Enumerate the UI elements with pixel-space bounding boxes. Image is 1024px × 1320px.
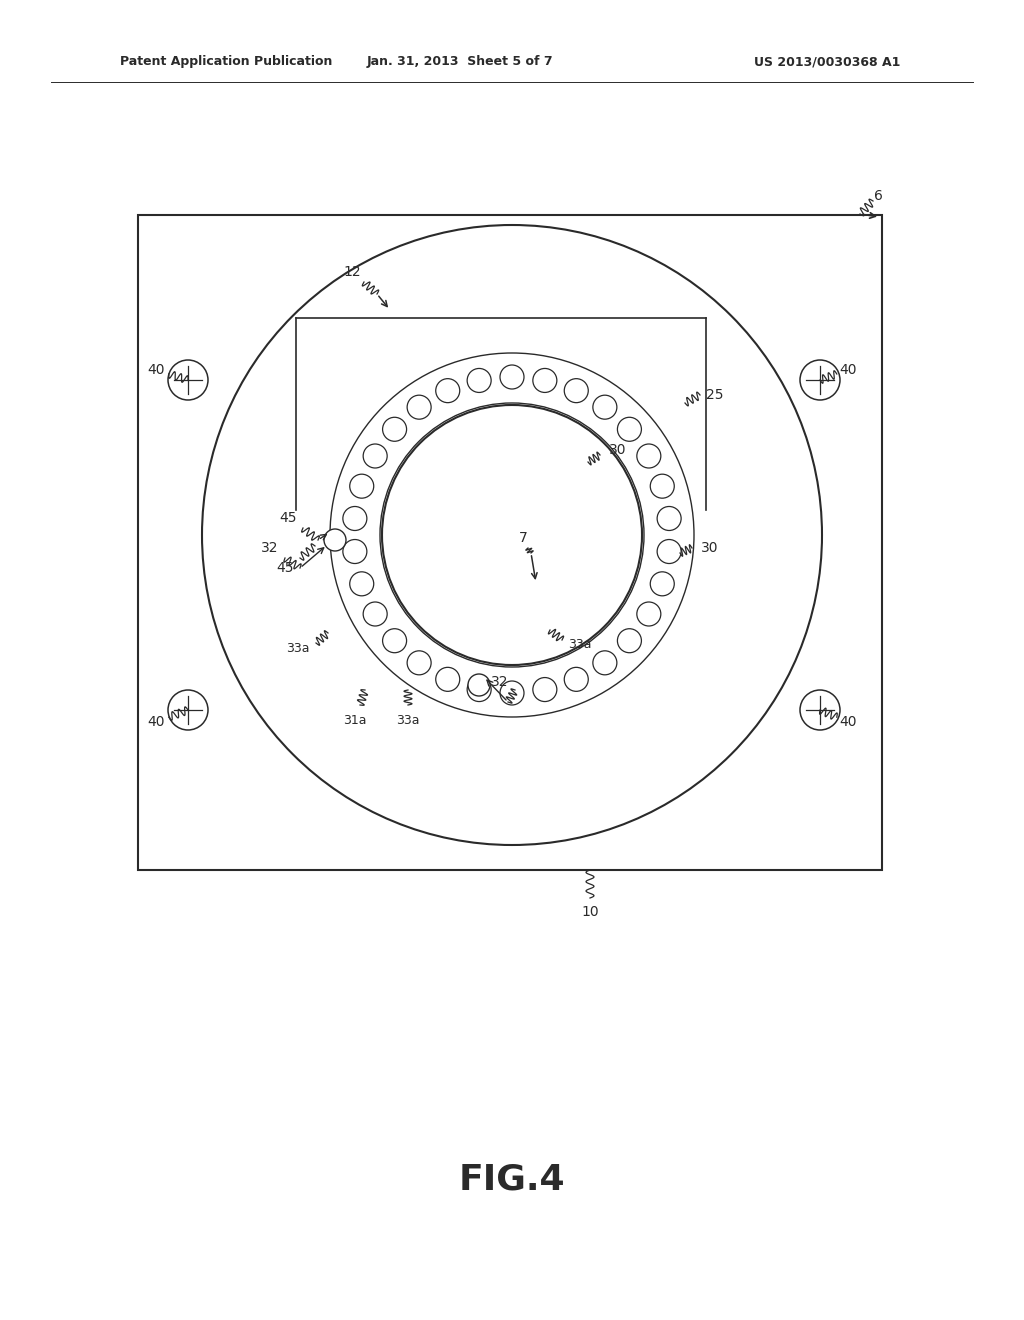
- Text: 32: 32: [492, 675, 509, 689]
- Text: 12: 12: [343, 265, 360, 279]
- Text: Jan. 31, 2013  Sheet 5 of 7: Jan. 31, 2013 Sheet 5 of 7: [367, 55, 553, 69]
- Circle shape: [408, 395, 431, 420]
- Text: 25: 25: [707, 388, 724, 403]
- Circle shape: [364, 444, 387, 469]
- Text: 33a: 33a: [396, 714, 420, 726]
- Circle shape: [350, 474, 374, 498]
- Circle shape: [383, 417, 407, 441]
- Circle shape: [593, 651, 616, 675]
- Circle shape: [350, 572, 374, 595]
- Circle shape: [800, 690, 840, 730]
- Circle shape: [168, 360, 208, 400]
- Circle shape: [657, 540, 681, 564]
- Circle shape: [657, 507, 681, 531]
- Text: 30: 30: [609, 444, 627, 457]
- Circle shape: [650, 572, 674, 595]
- Text: 40: 40: [840, 363, 857, 378]
- Text: 45: 45: [280, 511, 297, 525]
- Circle shape: [617, 628, 641, 652]
- Circle shape: [467, 677, 492, 701]
- Text: 40: 40: [147, 363, 165, 378]
- Circle shape: [593, 395, 616, 420]
- Circle shape: [324, 529, 346, 550]
- Circle shape: [500, 681, 524, 705]
- Text: 31a: 31a: [343, 714, 367, 726]
- Text: 10: 10: [582, 906, 599, 919]
- Circle shape: [467, 368, 492, 392]
- Circle shape: [436, 379, 460, 403]
- Text: 32: 32: [261, 541, 279, 554]
- Circle shape: [364, 602, 387, 626]
- Text: 30: 30: [701, 541, 719, 554]
- Circle shape: [343, 507, 367, 531]
- Circle shape: [408, 651, 431, 675]
- Text: 40: 40: [840, 715, 857, 729]
- Circle shape: [383, 628, 407, 652]
- Circle shape: [564, 379, 588, 403]
- Text: US 2013/0030368 A1: US 2013/0030368 A1: [754, 55, 900, 69]
- Circle shape: [617, 417, 641, 441]
- Circle shape: [382, 405, 642, 665]
- Text: 33a: 33a: [568, 639, 592, 652]
- Circle shape: [436, 668, 460, 692]
- Text: 7: 7: [518, 531, 527, 545]
- Bar: [138, 215, 882, 870]
- Text: FIG.4: FIG.4: [459, 1163, 565, 1197]
- Text: 45: 45: [276, 561, 294, 576]
- Circle shape: [532, 677, 557, 701]
- Circle shape: [532, 368, 557, 392]
- Text: Patent Application Publication: Patent Application Publication: [120, 55, 333, 69]
- Text: 33a: 33a: [287, 642, 309, 655]
- Circle shape: [168, 690, 208, 730]
- Circle shape: [800, 360, 840, 400]
- Circle shape: [500, 366, 524, 389]
- Circle shape: [343, 540, 367, 564]
- Circle shape: [637, 602, 660, 626]
- Circle shape: [637, 444, 660, 469]
- Text: 6: 6: [873, 189, 883, 203]
- Text: 40: 40: [147, 715, 165, 729]
- Circle shape: [468, 675, 490, 696]
- Circle shape: [564, 668, 588, 692]
- Circle shape: [650, 474, 674, 498]
